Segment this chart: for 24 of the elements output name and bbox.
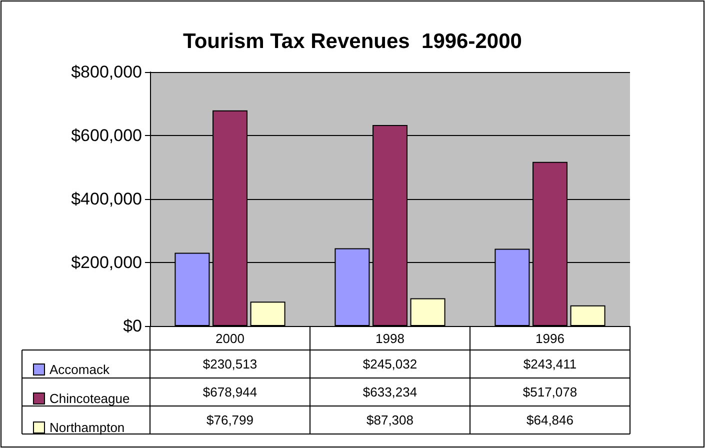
y-tick-label: $800,000 xyxy=(71,62,142,82)
x-tick-label: 1996 xyxy=(536,331,564,346)
data-label: $245,032 xyxy=(362,356,418,372)
bar xyxy=(570,305,606,326)
y-tick-label: $600,000 xyxy=(71,126,142,145)
legend-label: Northampton xyxy=(50,420,125,435)
data-label: $230,513 xyxy=(202,356,258,372)
bar xyxy=(250,302,286,326)
data-label: $64,846 xyxy=(526,412,574,428)
bar xyxy=(410,298,446,326)
x-tick-label: 1998 xyxy=(376,331,404,346)
data-label: $76,799 xyxy=(206,412,254,428)
x-tick-label: 2000 xyxy=(216,331,244,346)
data-label: $633,234 xyxy=(362,384,418,400)
y-tick-label: $400,000 xyxy=(71,190,142,208)
data-label: $87,308 xyxy=(366,412,414,428)
y-tick-label: $200,000 xyxy=(71,253,142,272)
legend-label: Accomack xyxy=(50,362,110,377)
legend-label: Chincoteague xyxy=(50,391,130,406)
y-tick-label: $0 xyxy=(123,316,142,336)
data-label: $517,078 xyxy=(522,384,578,400)
data-label: $243,411 xyxy=(523,356,577,372)
data-label: $678,944 xyxy=(202,384,258,400)
chart-title: Tourism Tax Revenues 1996-2000 xyxy=(183,30,522,53)
